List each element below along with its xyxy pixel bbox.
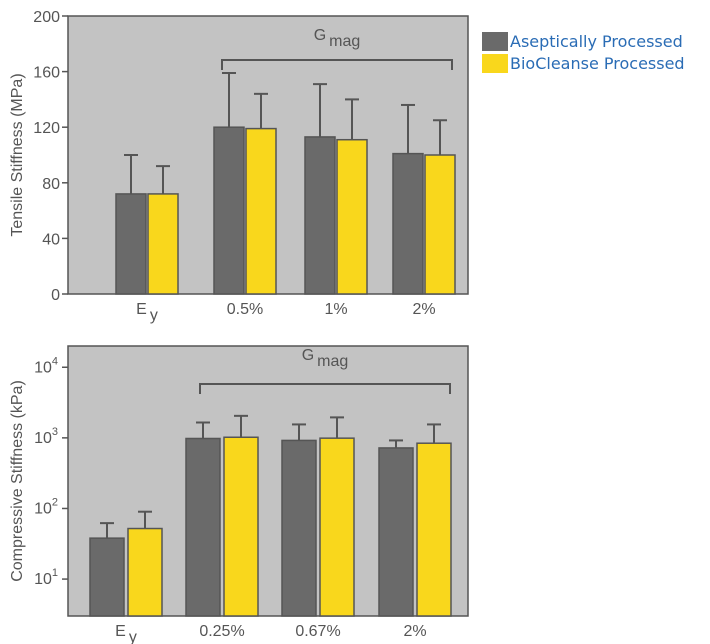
bar-aseptic [185, 437, 221, 617]
bar-biocleanse [127, 527, 163, 617]
bar-biocleanse [336, 138, 368, 295]
y-tick-label: 0 [51, 287, 60, 304]
legend-swatch-biocleanse [482, 53, 508, 73]
legend-swatch-aseptic [482, 31, 508, 51]
legend-item-aseptic: Aseptically Processed [482, 30, 685, 52]
y-tick-label: 160 [33, 65, 60, 82]
bracket-line [199, 383, 451, 394]
y-tick-label: 103 [34, 426, 58, 447]
bar-aseptic [115, 193, 147, 295]
y-tick-label: 101 [34, 567, 58, 588]
bar-biocleanse [424, 154, 456, 295]
bar-biocleanse [245, 127, 277, 295]
compressive-stiffness-chart: 101 102 103 104 Compressive Stiffness (kPa) G… [9, 345, 469, 644]
x-tick-label: 2% [403, 623, 426, 640]
y-axis-label: Compressive Stiffness (kPa) [9, 380, 26, 582]
bar-aseptic [213, 126, 245, 295]
bar-biocleanse [416, 442, 452, 617]
bar-aseptic [392, 152, 424, 295]
y-tick-label: 120 [33, 120, 60, 137]
bar-biocleanse [147, 193, 179, 295]
bar-biocleanse [223, 436, 259, 617]
legend: Aseptically Processed BioCleanse Process… [482, 30, 685, 74]
x-tick-label: 2% [412, 301, 435, 318]
bracket-line [221, 59, 453, 70]
x-tick-label: 1% [324, 301, 347, 318]
x-tick-label: 0.25% [199, 623, 244, 640]
y-axis-label: Tensile Stiffness (MPa) [9, 73, 26, 236]
bar-aseptic [378, 447, 414, 617]
legend-item-biocleanse: BioCleanse Processed [482, 52, 685, 74]
y-tick-label: 40 [42, 231, 60, 248]
tensile-stiffness-chart: 0 40 80 120 160 200 Tensile Stiffness (MPa) G ma… [9, 9, 469, 324]
legend-label-aseptic: Aseptically Processed [510, 31, 683, 51]
bar-aseptic [89, 537, 125, 617]
legend-label-biocleanse: BioCleanse Processed [510, 53, 685, 73]
bar-aseptic [281, 439, 317, 617]
y-tick-label: 80 [42, 176, 60, 193]
bar-aseptic [304, 136, 336, 295]
bar-biocleanse [319, 437, 355, 617]
y-tick-label: 102 [34, 496, 58, 517]
x-tick-label: 0.67% [295, 623, 340, 640]
x-tick-label: 0.5% [227, 301, 263, 318]
y-tick-label: 200 [33, 9, 60, 26]
y-tick-label: 104 [34, 355, 58, 376]
